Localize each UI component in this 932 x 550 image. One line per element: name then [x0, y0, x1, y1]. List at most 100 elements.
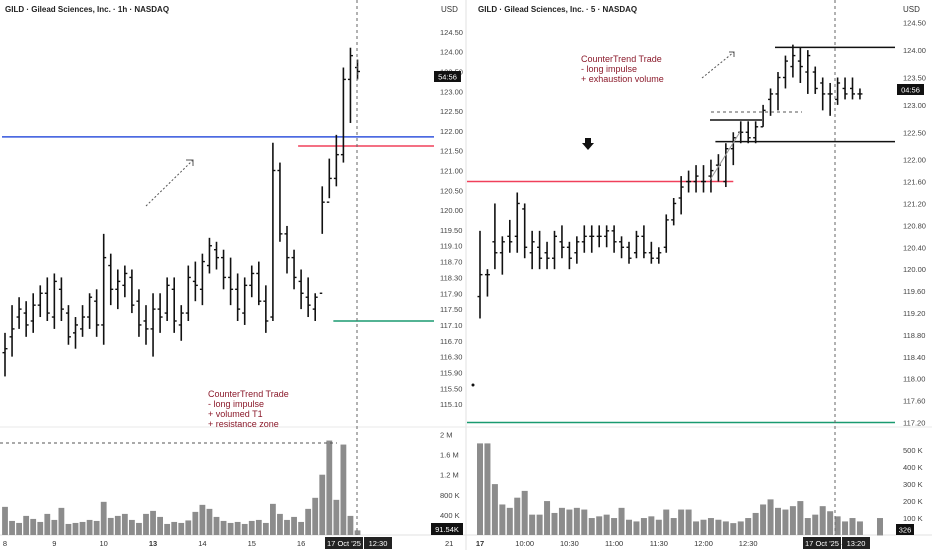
volume-bar — [506, 507, 513, 535]
volume-tick-label: 400 K — [903, 463, 923, 472]
volume-bar — [752, 512, 759, 535]
volume-bar — [291, 516, 297, 535]
volume-bar — [65, 523, 72, 535]
volume-bar — [618, 507, 625, 535]
volume-bar — [804, 518, 811, 535]
price-badge: 04:56 — [897, 84, 924, 95]
volume-bar — [529, 514, 536, 535]
volume-bar — [213, 516, 220, 535]
volume-bar — [326, 440, 333, 535]
volume-bar — [206, 508, 213, 535]
volume-bar — [499, 504, 506, 535]
volume-bar — [164, 523, 171, 535]
trend-arrow — [145, 159, 194, 207]
volume-bar — [277, 513, 283, 535]
volume-bar — [199, 504, 206, 535]
price-tick-label: 117.60 — [903, 397, 925, 406]
volume-bar — [737, 521, 744, 535]
price-tick-label: 120.50 — [440, 186, 463, 195]
chart-panel-1h[interactable]: GILD · Gilead Sciences, Inc. · 1h · NASD… — [0, 0, 463, 549]
volume-bar — [782, 509, 789, 535]
volume-bar — [227, 522, 234, 535]
time-tick-label: 15 — [248, 539, 256, 548]
trend-arrow-head — [729, 51, 735, 57]
volume-bar — [51, 519, 58, 535]
price-tick-label: 118.30 — [440, 273, 462, 282]
volume-bar — [107, 517, 114, 535]
volume-bar — [270, 503, 276, 535]
price-tick-label: 124.50 — [903, 19, 926, 28]
volume-bar — [775, 507, 781, 535]
volume-badge: 91.54K — [431, 523, 463, 535]
volume-bar — [255, 519, 262, 535]
volume-bar — [521, 490, 528, 535]
price-tick-label: 124.50 — [440, 28, 463, 37]
price-tick-label: 123.00 — [903, 101, 926, 110]
price-tick-label: 121.50 — [440, 147, 463, 156]
volume-bar — [730, 523, 737, 535]
volume-bar — [648, 516, 655, 535]
volume-bar — [581, 509, 588, 535]
volume-bar — [284, 519, 290, 535]
price-tick-label: 120.80 — [903, 221, 926, 230]
volume-bar — [220, 520, 227, 535]
price-tick-label: 115.50 — [440, 384, 462, 393]
level-lines — [2, 136, 434, 322]
volume-bar — [834, 516, 841, 535]
price-axis[interactable]: 124.50124.00123.50123.00122.50122.00121.… — [440, 28, 463, 409]
volume-bar — [234, 521, 241, 535]
volume-bar — [812, 514, 819, 535]
price-tick-label: 119.50 — [440, 226, 462, 235]
volume-bar — [640, 518, 647, 535]
volume-bar — [262, 522, 269, 535]
time-tick-label: 11:30 — [650, 539, 668, 548]
volume-badge-text: 91.54K — [435, 525, 459, 534]
price-bars — [2, 47, 360, 377]
volume-bar — [185, 520, 192, 535]
chart-panel-5m[interactable]: GILD · Gilead Sciences, Inc. · 5 · NASDA… — [467, 0, 926, 549]
volume-badge: 326 — [896, 524, 914, 535]
volume-bar — [171, 521, 178, 535]
volume-bar — [877, 518, 883, 535]
volume-bar — [856, 521, 863, 535]
price-badge-text: 54:56 — [438, 73, 457, 82]
annotation: CounterTrend Trade - long impulse + exha… — [581, 54, 664, 84]
volume-bar — [536, 514, 543, 535]
volume-bar — [877, 534, 883, 536]
volume-bar — [551, 512, 558, 535]
volume-bars — [2, 440, 361, 535]
trend-arrow — [701, 51, 735, 79]
annotation-line: + volumed T1 — [208, 409, 263, 419]
volume-bar — [707, 518, 714, 535]
price-tick-label: 123.50 — [903, 74, 926, 83]
volume-bar — [86, 519, 93, 535]
volume-bar — [312, 497, 319, 535]
volume-bar — [121, 513, 128, 535]
volume-bar — [789, 506, 796, 535]
volume-bar — [178, 522, 185, 535]
annotation: CounterTrend Trade - long impulse + volu… — [208, 389, 289, 429]
price-tick-label: 120.00 — [903, 265, 926, 274]
price-tick-label: 121.20 — [903, 199, 926, 208]
volume-bar — [241, 523, 248, 535]
price-tick-label: 119.10 — [440, 242, 462, 251]
time-tick-label: 10 — [100, 539, 108, 548]
time-tick-label: 11:00 — [605, 539, 623, 548]
price-axis[interactable]: 124.50124.00123.50123.00122.50122.00121.… — [903, 19, 926, 428]
crosshair-date: 17 Oct '25 — [805, 539, 839, 548]
price-tick-label: 119.60 — [903, 287, 925, 296]
dot-marker — [471, 383, 475, 387]
price-badge: 54:56 — [434, 71, 461, 82]
time-tick-label: 21 — [445, 539, 453, 548]
volume-tick-label: 500 K — [903, 446, 923, 455]
time-tick-label: 10:00 — [515, 539, 534, 548]
volume-bar — [819, 506, 826, 535]
price-tick-label: 121.60 — [903, 178, 926, 187]
price-tick-label: 119.20 — [903, 309, 925, 318]
volume-tick-label: 200 K — [903, 497, 923, 506]
price-tick-label: 118.70 — [440, 258, 462, 267]
volume-bar — [700, 519, 707, 535]
volume-bar — [685, 509, 692, 535]
